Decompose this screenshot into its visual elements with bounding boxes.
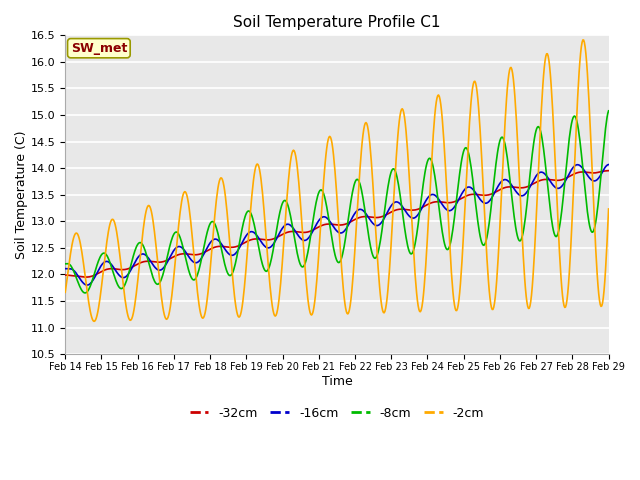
Title: Soil Temperature Profile C1: Soil Temperature Profile C1 [233, 15, 441, 30]
X-axis label: Time: Time [321, 374, 352, 387]
Legend: -32cm, -16cm, -8cm, -2cm: -32cm, -16cm, -8cm, -2cm [185, 402, 489, 425]
Text: SW_met: SW_met [70, 42, 127, 55]
Y-axis label: Soil Temperature (C): Soil Temperature (C) [15, 131, 28, 259]
